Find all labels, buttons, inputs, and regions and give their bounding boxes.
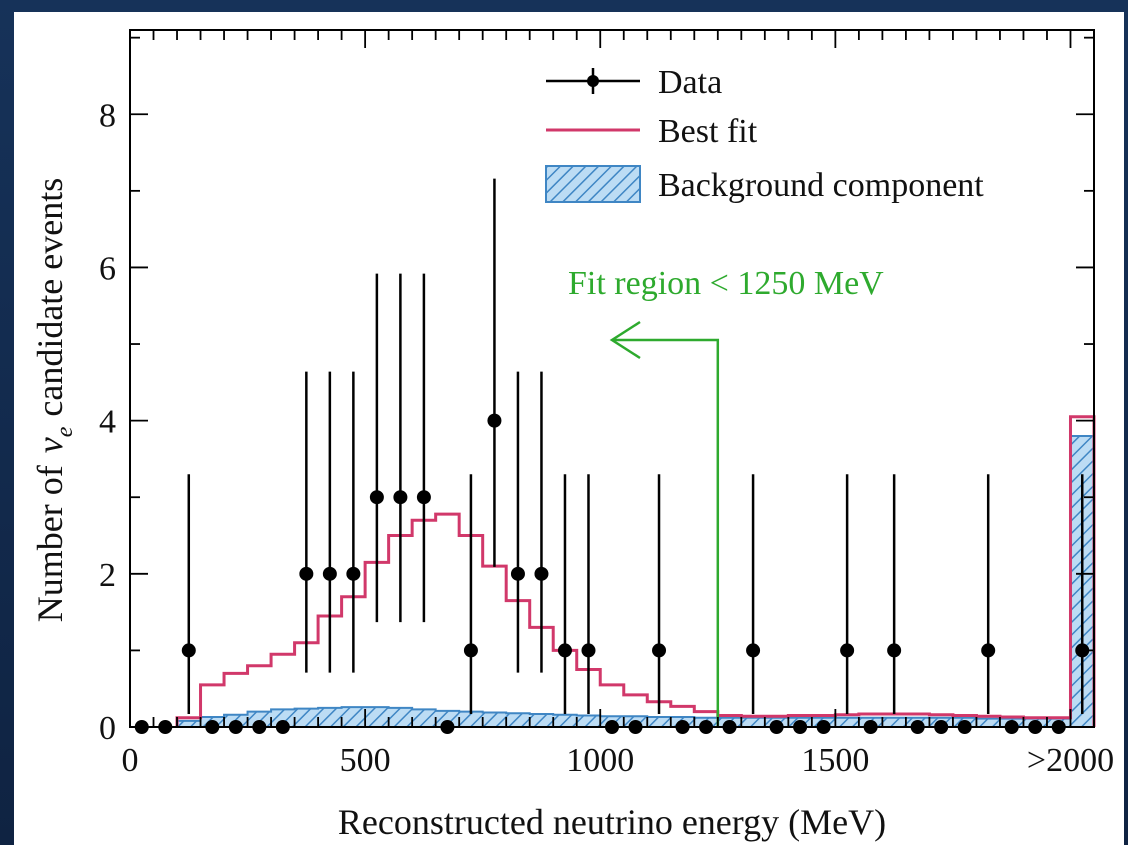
data-marker [416, 490, 431, 505]
x-tick-label: >2000 [1027, 742, 1114, 779]
legend-item-data: Data [546, 64, 722, 101]
y-axis-title-subscript: e [52, 426, 78, 437]
y-tick-label: 4 [99, 404, 116, 441]
data-marker [346, 566, 361, 581]
x-axis-title: Reconstructed neutrino energy (MeV) [338, 802, 886, 842]
y-tick-label: 0 [99, 710, 116, 747]
data-marker [981, 643, 996, 658]
fit-region-arrow-head [609, 320, 641, 360]
data-point [299, 371, 314, 673]
data-marker [322, 566, 337, 581]
plot-panel [14, 12, 1124, 845]
axes-frame [129, 29, 1095, 728]
y-axis-title: Number of νe candidate events [30, 178, 78, 623]
data-point [581, 474, 596, 714]
data-marker [181, 643, 196, 658]
data-marker [510, 566, 525, 581]
y-axis-title-symbol: ν [30, 437, 70, 453]
background-component-histogram [176, 434, 1095, 728]
data-point [346, 371, 361, 673]
data-point [181, 474, 196, 714]
data-marker [463, 643, 478, 658]
data-marker [652, 643, 667, 658]
data-point [416, 273, 431, 623]
fit-region-arrow-line [612, 338, 720, 727]
data-point [322, 371, 337, 673]
data-marker [369, 490, 384, 505]
data-marker [534, 566, 549, 581]
legend-item-best-fit: Best fit [546, 113, 758, 150]
x-tick-label: 0 [122, 742, 139, 779]
y-tick-label: 8 [99, 97, 116, 134]
x-tick-label: 1500 [801, 742, 869, 779]
legend: Data Best fit Background component [545, 64, 984, 204]
y-axis-title-prefix: Number of [30, 465, 70, 622]
y-tick-label: 6 [99, 250, 116, 287]
data-marker [557, 643, 572, 658]
data-point [557, 474, 572, 714]
data-marker [840, 643, 855, 658]
data-point [510, 371, 525, 673]
data-point [840, 474, 855, 714]
data-marker [393, 490, 408, 505]
data-marker [299, 566, 314, 581]
y-tick-label: 2 [99, 557, 116, 594]
data-point [1075, 474, 1090, 714]
x-tick-label: 500 [340, 742, 391, 779]
data-points [134, 178, 1090, 734]
best-fit-line [175, 415, 1096, 727]
data-point [463, 474, 478, 714]
fit-region-label: Fit region < 1250 MeV [568, 265, 884, 302]
data-marker [487, 413, 502, 428]
data-point [652, 474, 667, 714]
best-fit-histogram [175, 415, 1096, 727]
x-tick-label: 1000 [566, 742, 634, 779]
plot-frame [129, 29, 1095, 728]
axis-ticks: 0 500 1000 1500 >2000 0 2 4 6 8 [99, 30, 1114, 779]
data-point [981, 474, 996, 714]
y-axis-title-suffix: candidate events [30, 178, 70, 417]
data-point [746, 474, 761, 714]
data-point [369, 273, 384, 623]
data-marker [1075, 643, 1090, 658]
data-marker [746, 643, 761, 658]
data-point [887, 474, 902, 714]
legend-label-data: Data [658, 64, 722, 101]
legend-item-background: Background component [545, 165, 984, 204]
data-marker [581, 643, 596, 658]
fit-region-annotation: Fit region < 1250 MeV [568, 265, 884, 727]
data-point [534, 371, 549, 673]
data-point [487, 178, 502, 567]
data-point [393, 273, 408, 623]
legend-label-background: Background component [658, 167, 984, 204]
data-marker [887, 643, 902, 658]
background-area [176, 434, 1095, 728]
legend-label-best-fit: Best fit [658, 113, 758, 150]
